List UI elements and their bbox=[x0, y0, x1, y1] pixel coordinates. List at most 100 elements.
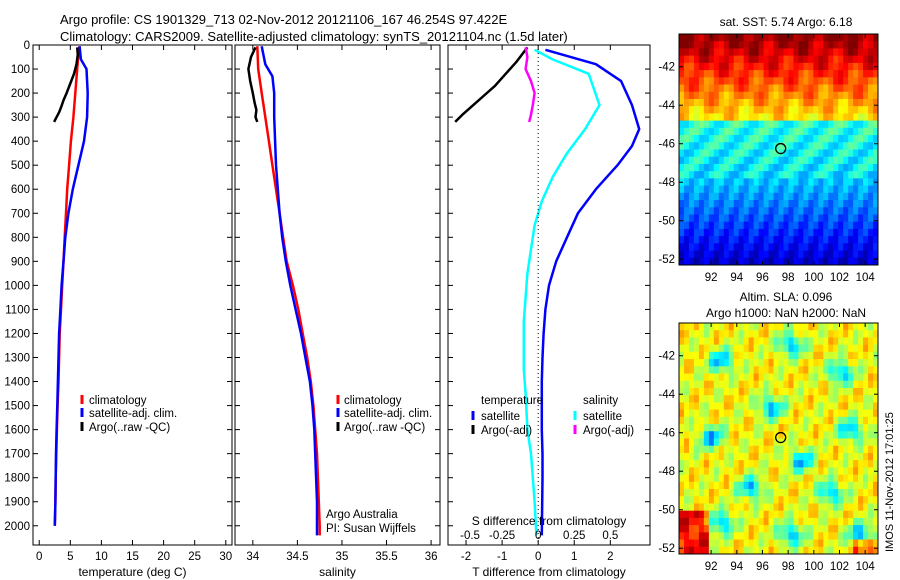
map-cell bbox=[743, 62, 750, 71]
map-cell bbox=[773, 91, 780, 100]
map-cell bbox=[838, 460, 844, 468]
map-cell bbox=[853, 200, 859, 208]
map-cell bbox=[683, 467, 690, 476]
map-cell bbox=[853, 460, 859, 468]
map-cell bbox=[748, 178, 755, 187]
map-cell bbox=[778, 337, 785, 346]
map-cell bbox=[858, 171, 864, 179]
map-cell bbox=[808, 395, 814, 404]
map-cell bbox=[803, 409, 809, 418]
map-cell bbox=[838, 257, 844, 265]
x-tick-label: 35.5 bbox=[375, 551, 397, 563]
map-cell bbox=[733, 178, 740, 187]
map-cell bbox=[758, 539, 765, 548]
map-cell bbox=[748, 373, 755, 382]
map-cell bbox=[873, 546, 878, 554]
map-cell bbox=[703, 236, 710, 244]
map-cell bbox=[703, 185, 710, 194]
map-cell bbox=[748, 142, 755, 151]
map-cell bbox=[823, 200, 829, 208]
map-cell bbox=[828, 467, 834, 476]
map-cell bbox=[818, 323, 824, 331]
map-cell bbox=[868, 127, 874, 136]
map-cell bbox=[713, 323, 720, 331]
map-cell bbox=[679, 135, 685, 143]
map-cell bbox=[743, 113, 750, 122]
map-cell bbox=[683, 106, 690, 115]
map-cell bbox=[758, 120, 765, 129]
map-cell bbox=[708, 178, 715, 187]
map-cell bbox=[793, 517, 799, 526]
map-cell bbox=[873, 452, 878, 461]
map-cell bbox=[808, 70, 814, 78]
map-cell bbox=[788, 135, 795, 143]
map-cell bbox=[848, 62, 854, 71]
map-cell bbox=[868, 91, 874, 100]
map-cell bbox=[718, 200, 725, 208]
map-cell bbox=[793, 236, 799, 244]
y-tick-label: 1400 bbox=[4, 377, 30, 389]
map-cell bbox=[768, 323, 775, 331]
map-cell bbox=[743, 489, 750, 497]
map-cell bbox=[868, 395, 874, 404]
map-cell bbox=[868, 438, 874, 447]
map-cell bbox=[773, 323, 780, 331]
map-cell bbox=[768, 532, 775, 541]
x-axis-label: temperature (deg C) bbox=[78, 565, 186, 579]
map-cell bbox=[783, 70, 790, 78]
map-cell bbox=[868, 98, 874, 107]
map-cell bbox=[679, 221, 685, 230]
map-cell bbox=[743, 460, 750, 468]
map-cell bbox=[728, 127, 735, 136]
map-cell bbox=[768, 120, 775, 129]
y-tick-label: -52 bbox=[658, 254, 675, 266]
map-cell bbox=[738, 438, 745, 447]
map-cell bbox=[828, 77, 834, 86]
map-cell bbox=[803, 200, 809, 208]
map-cell bbox=[818, 489, 824, 497]
map-cell bbox=[768, 489, 775, 497]
map-cell bbox=[693, 171, 700, 179]
map-cell bbox=[828, 402, 834, 411]
map-cell bbox=[843, 62, 849, 71]
map-cell bbox=[823, 106, 829, 115]
map-cell bbox=[703, 178, 710, 187]
map-cell bbox=[873, 135, 878, 143]
top-x-tick-label: 0 bbox=[535, 530, 541, 542]
map-cell bbox=[853, 424, 859, 432]
map-cell bbox=[768, 70, 775, 78]
map-cell bbox=[703, 532, 710, 541]
map-cell bbox=[818, 467, 824, 476]
map-cell bbox=[843, 236, 849, 244]
map-cell bbox=[713, 402, 720, 411]
map-cell bbox=[838, 416, 844, 425]
map-cell bbox=[758, 387, 765, 396]
map-cell bbox=[813, 330, 819, 339]
map-cell bbox=[693, 228, 700, 237]
map-cell bbox=[803, 481, 809, 490]
map-cell bbox=[713, 55, 720, 64]
map-cell bbox=[773, 380, 780, 389]
map-cell bbox=[853, 546, 859, 554]
map-cell bbox=[728, 351, 735, 360]
map-cell bbox=[748, 539, 755, 548]
map-cell bbox=[733, 330, 740, 339]
map-cell bbox=[838, 380, 844, 389]
map-cell bbox=[848, 438, 854, 447]
map-cell bbox=[818, 135, 824, 143]
map-cell bbox=[863, 517, 869, 526]
map-cell bbox=[823, 366, 829, 375]
map-cell bbox=[693, 452, 700, 461]
map-cell bbox=[748, 474, 755, 483]
map-cell bbox=[723, 402, 730, 411]
map-cell bbox=[733, 517, 740, 526]
map-cell bbox=[728, 257, 735, 265]
map-cell bbox=[843, 323, 849, 331]
map-cell bbox=[718, 373, 725, 382]
x-tick-label: 92 bbox=[705, 561, 718, 573]
map-cell bbox=[683, 489, 690, 497]
map-cell bbox=[798, 77, 804, 86]
map-cell bbox=[748, 185, 755, 194]
map-cell bbox=[723, 474, 730, 483]
map-cell bbox=[833, 236, 839, 244]
